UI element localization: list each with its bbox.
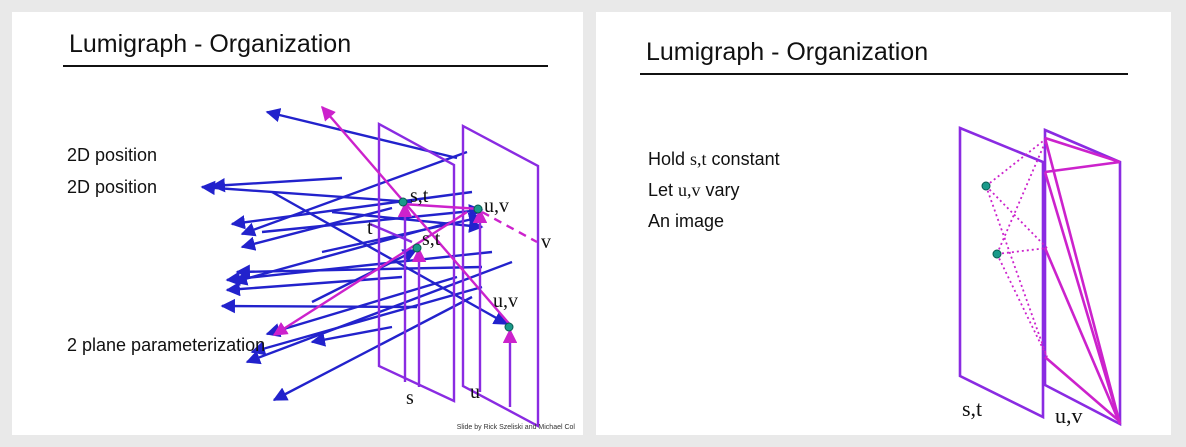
label-v-axis: v	[541, 231, 551, 253]
left-slide: Lumigraph - Organization 2D position 2D …	[12, 12, 583, 435]
label-t-axis: t	[367, 217, 373, 239]
blue-ray	[200, 180, 413, 204]
blue-ray	[261, 204, 484, 234]
uv-point-lower	[504, 322, 514, 332]
hold-st-diagram: s,t u,v	[958, 126, 1122, 428]
blue-rays	[200, 108, 513, 402]
right-line-2: Let u,v vary	[648, 180, 740, 200]
right-slide-title: Lumigraph - Organization	[646, 38, 929, 66]
label-st-lower: s,t	[422, 228, 441, 250]
blue-ray	[225, 275, 403, 297]
blue-ray	[311, 248, 418, 304]
magenta-ray	[401, 202, 481, 211]
blue-ray	[265, 275, 458, 338]
blue-ray	[321, 212, 484, 254]
st-point-lower	[992, 249, 1002, 259]
magenta-ray-dashed	[481, 210, 538, 244]
lumigraph-ray-diagram: s,t s,t u,v u,v t v s u	[200, 105, 551, 428]
label-st-plane: s,t	[962, 396, 982, 421]
axis-lines	[369, 202, 518, 407]
left-slide-title: Lumigraph - Organization	[69, 30, 352, 58]
left-line-1: 2D position	[67, 145, 158, 165]
right-slide: Lumigraph - Organization Hold s,t consta…	[596, 12, 1171, 435]
blue-ray	[271, 190, 509, 326]
magenta-ray	[321, 105, 513, 328]
slide-credit: Slide by Rick Szeliski and Michael Col	[456, 424, 575, 431]
st-plane	[377, 121, 456, 403]
right-title-rule	[640, 73, 1128, 75]
left-line-2: 2D position	[67, 177, 158, 197]
solid-rays	[1043, 136, 1122, 425]
blue-ray	[272, 295, 473, 402]
intersection-points	[398, 197, 514, 332]
planes	[377, 121, 540, 428]
blue-ray	[240, 150, 468, 237]
label-uv-upper: u,v	[484, 195, 509, 217]
label-uv-plane: u,v	[1055, 403, 1083, 428]
label-u-axis: u	[470, 381, 480, 403]
blue-ray	[331, 210, 484, 233]
st-point-upper	[981, 181, 991, 191]
uv-point-upper	[473, 204, 483, 214]
uv-plane	[461, 124, 540, 428]
right-line-1: Hold s,t constant	[648, 149, 780, 169]
magenta-ray	[272, 210, 468, 337]
left-title-rule	[63, 65, 548, 67]
blue-ray	[210, 176, 343, 193]
planes	[958, 126, 1122, 427]
dotted-rays	[985, 137, 1048, 358]
left-line-3: 2 plane parameterization	[67, 335, 266, 355]
label-s-axis: s	[406, 387, 414, 409]
st-plane	[958, 126, 1045, 420]
label-uv-lower: u,v	[493, 290, 518, 312]
st-point-lower	[412, 243, 422, 253]
points	[981, 181, 1002, 259]
blue-ray	[230, 190, 473, 230]
blue-ray	[250, 285, 483, 356]
label-st-upper: s,t	[410, 185, 429, 207]
st-point-upper	[398, 197, 408, 207]
blue-ray	[225, 250, 493, 286]
right-line-3: An image	[648, 211, 725, 231]
